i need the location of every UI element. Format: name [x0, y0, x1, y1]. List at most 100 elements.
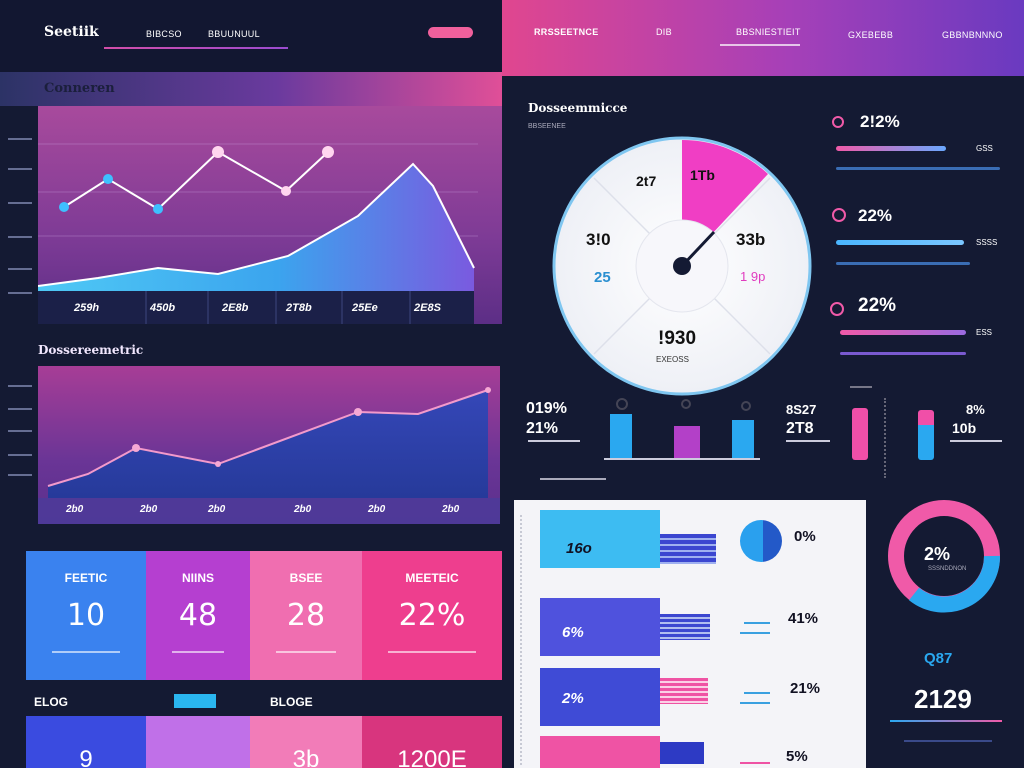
nav-underline [104, 47, 288, 49]
stat-tile-underline [388, 651, 476, 653]
nav-right-underline [720, 44, 800, 46]
stat-tile-label: NIINS [181, 571, 214, 585]
report-pct: 0% [794, 528, 816, 545]
gauge-title: Dosseemmicce [528, 101, 628, 115]
stat-tile[interactable]: BSEE 28 [250, 551, 362, 680]
stat-tile-lower-value: 3b [292, 746, 320, 768]
stat-tile[interactable]: FEETIC 10 [26, 551, 146, 680]
report-pct: 21% [790, 680, 821, 697]
conversion-x-tick: 25Ee [352, 302, 378, 314]
conversion-point [103, 174, 113, 184]
performance-point [485, 387, 491, 393]
nav-right-5[interactable]: GBBNBNNNO [942, 30, 1003, 40]
stat-tile-lower[interactable]: 1200E [362, 716, 502, 768]
metric-tag: ESS [976, 328, 993, 337]
mini-divider [540, 478, 606, 480]
header-pill-button[interactable] [428, 27, 473, 38]
metric-bar [840, 330, 966, 335]
nav-item-1[interactable]: BIBCSO [146, 29, 182, 39]
stat-tile-value: 48 [178, 598, 218, 633]
conversion-header-band [0, 72, 502, 106]
report-bar [540, 510, 660, 568]
header-left [0, 0, 502, 72]
gauge-label-top-left: 2t7 [636, 173, 657, 189]
metric-sub-bar [836, 262, 970, 265]
donut-value: 2% [924, 544, 951, 564]
donut-blue-segment [909, 555, 1001, 613]
stat-tile-value: 22% [398, 598, 466, 633]
nav-right-2[interactable]: DIB [656, 27, 672, 37]
conversion-point [281, 186, 291, 196]
conversion-x-tick: 259h [74, 302, 100, 314]
stat-tile-underline [172, 651, 224, 653]
y-tick-mark [8, 268, 32, 270]
mini-axis [884, 398, 892, 478]
gauge-needle-hub [673, 257, 691, 275]
report-trend-icon [744, 692, 770, 694]
stat-tile-lower[interactable]: 3b [250, 716, 362, 768]
stat-tile[interactable]: NIINS 48 [146, 551, 250, 680]
gauge-label-left: 3!0 [586, 230, 611, 249]
stat-tile-underline [52, 651, 120, 653]
conversion-point [322, 146, 334, 158]
performance-point [132, 444, 140, 452]
performance-x-tick: 2b0 [208, 504, 226, 515]
report-trend-icon [740, 632, 770, 634]
performance-point [215, 461, 221, 467]
stat-tile-label: FEETIC [64, 571, 108, 585]
gauge-label-bottom: !930 [658, 328, 697, 349]
conversion-point [59, 202, 69, 212]
report-trend-icon [740, 702, 770, 704]
y-tick-mark [8, 236, 32, 238]
header-right [502, 0, 1024, 76]
conversion-point [212, 146, 224, 158]
stat-tile-label: BSEE [289, 571, 323, 585]
report-bar-stripes [660, 534, 716, 564]
stat-tile[interactable]: MEETEIC 22% [362, 551, 502, 680]
gauge [552, 136, 812, 396]
y-tick-mark [8, 454, 32, 456]
performance-x-tick: 2b0 [442, 504, 460, 515]
report-bar-label: 6% [562, 624, 584, 641]
stat-tile-value: 28 [286, 598, 326, 633]
nav-right-3[interactable]: BBSNIESTIEIT [736, 27, 801, 37]
lower-label: BLOGE [270, 695, 313, 709]
donut-chart [888, 500, 1001, 613]
mini-divider [786, 440, 830, 442]
report-bar [540, 736, 660, 768]
performance-point [354, 408, 362, 416]
conversion-chart: 259h 450b 2E8b 2T8b 25Ee 2E8S [38, 106, 502, 324]
brand-logo[interactable]: Seetiik [44, 24, 99, 40]
nav-item-2[interactable]: BBUUNUUL [208, 29, 260, 39]
metric-dot-icon [830, 302, 844, 316]
metric-value: 22% [858, 206, 893, 225]
conversion-x-tick: 2E8b [222, 302, 249, 314]
conversion-x-tick: 2T8b [286, 302, 312, 314]
performance-title: Dossereemetric [38, 343, 144, 357]
report-bar-stripes [660, 614, 710, 640]
metric-tag: GSS [976, 144, 993, 153]
conversion-point [153, 204, 163, 214]
gauge-label-bottom-sub: EXEOSS [656, 355, 689, 364]
stat-tile-label: MEETEIC [405, 571, 459, 585]
stat-tile-value: 10 [66, 598, 106, 633]
gauge-subtitle: BBSEENEE [528, 123, 566, 130]
right-bottom-label: Q87 [924, 650, 953, 667]
report-bar-label: 16o [566, 540, 592, 557]
mini-divider [850, 386, 872, 388]
report-axis [520, 515, 526, 765]
y-tick-mark [8, 430, 32, 432]
stat-tile-lower[interactable]: 9 [26, 716, 146, 768]
conversion-area [38, 164, 474, 291]
nav-right-1[interactable]: RRSSEETNCE [534, 27, 599, 37]
performance-x-tick: 2b0 [140, 504, 158, 515]
metric-sub-bar [840, 352, 966, 355]
metric-value: 2!2% [860, 112, 900, 131]
mini-right-top: 8% [966, 402, 985, 417]
mini-right-bottom: 10b [952, 420, 977, 436]
nav-right-4[interactable]: GXEBEBB [848, 30, 894, 40]
donut-sub: SSSNDDNON [928, 566, 967, 572]
stat-tile-lower[interactable] [146, 716, 250, 768]
metric-bar [836, 146, 946, 151]
stat-tile-lower-value: 9 [79, 746, 93, 768]
